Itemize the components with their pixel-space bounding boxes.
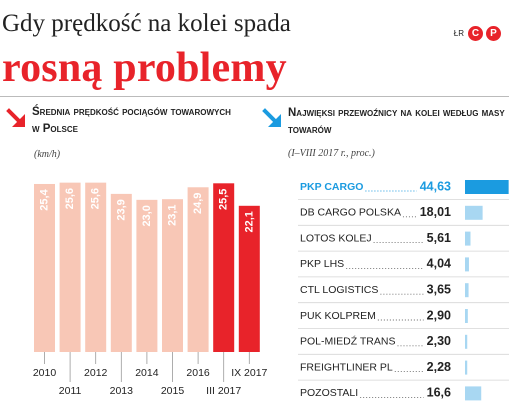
speed-bar-6 [187,187,209,352]
carrier-bar-4 [465,283,469,298]
carrier-bar-2 [465,231,471,246]
carrier-value-2: 5,61 [427,231,451,245]
carrier-value-1: 18,01 [420,205,451,219]
speed-value-label-7: 25,5 [218,189,230,210]
carrier-name-2: LOTOS KOLEJ [300,232,372,244]
speed-bar-2 [85,182,107,352]
speed-bar-7 [213,183,235,352]
carrier-bar-chart: PKP CARGO 44,63 DB CARGO POLSKA 18,01 LOTOS … [298,179,509,401]
speed-value-label-8: 22,1 [243,211,255,232]
speed-category-label-0: 2010 [33,367,57,379]
carrier-bar-1 [465,205,483,220]
carrier-name-0: PKP CARGO [300,181,363,193]
speed-bar-4 [136,199,158,352]
title-line-1: Gdy prędkość na kolei spada [2,10,291,37]
carrier-bar-6 [465,334,468,349]
speed-category-label-3: 2013 [110,385,134,397]
speed-bar-chart: 25,4 2010 25,6 2011 25,6 2012 23,9 2013 23,0 2014… [33,182,268,397]
carrier-bar-8 [465,386,482,401]
carrier-name-8: POZOSTALI [300,387,358,399]
speed-value-label-3: 23,9 [115,199,127,220]
arrow-down-right-icon [6,108,25,127]
carrier-name-3: PKP LHS [300,258,344,270]
divider [0,96,509,97]
speed-category-label-8: IX 2017 [231,367,267,379]
arrow-down-right-icon-blue [262,108,281,127]
speed-bar-3 [110,193,132,352]
carrier-value-7: 2,28 [427,360,451,374]
speed-category-label-6: 2016 [186,367,210,379]
title-line-2: rosną problemy [2,45,287,91]
speed-bar-5 [162,199,183,352]
carrier-bar-0 [465,180,509,194]
carrier-value-8: 16,6 [427,386,451,400]
carrier-value-0: 44,63 [420,179,451,193]
speed-category-label-5: 2015 [161,385,185,397]
speed-category-label-2: 2012 [84,367,108,379]
speed-category-label-7: III 2017 [206,385,241,397]
carrier-bar-7 [465,360,468,375]
speed-value-label-5: 23,1 [167,204,179,225]
carrier-bar-3 [465,257,469,272]
speed-category-label-1: 2011 [59,385,82,397]
carrier-value-3: 4,04 [427,257,451,271]
carrier-value-6: 2,30 [427,334,451,348]
speed-value-label-6: 24,9 [192,193,204,214]
carrier-value-4: 3,65 [427,282,451,296]
left-panel-heading: Średnia prędkość pociągów towarowych w P… [32,106,231,135]
source-tag: ŁR C P [454,26,501,41]
carrier-name-5: PUK KOLPREM [300,310,376,322]
speed-bar-0 [34,183,55,352]
speed-category-label-4: 2014 [135,367,159,379]
speed-value-label-2: 25,6 [90,188,102,209]
carrier-name-4: CTL LOGISTICS [300,284,378,296]
speed-bar-8 [238,205,260,352]
speed-bar-1 [59,182,81,352]
speed-value-label-0: 25,4 [39,188,51,210]
left-panel-unit: (km/h) [34,149,61,160]
carrier-name-6: POL-MIEDŹ TRANS [300,335,395,348]
speed-value-label-4: 23,0 [141,205,153,226]
source-prefix: ŁR [453,29,464,38]
carrier-bar-5 [465,309,468,323]
speed-value-label-1: 25,6 [64,188,76,209]
right-panel-note: (I–VIII 2017 r., proc.) [288,148,375,159]
publisher-logo-c: C [468,26,483,41]
right-panel-heading: Najwięksi przewoźnicy na kolei według ma… [288,107,505,136]
carrier-value-5: 2,90 [427,308,451,322]
carrier-name-1: DB CARGO POLSKA [300,207,401,219]
carrier-name-7: FREIGHTLINER PL [300,361,393,373]
publisher-logo-p: P [486,26,501,41]
